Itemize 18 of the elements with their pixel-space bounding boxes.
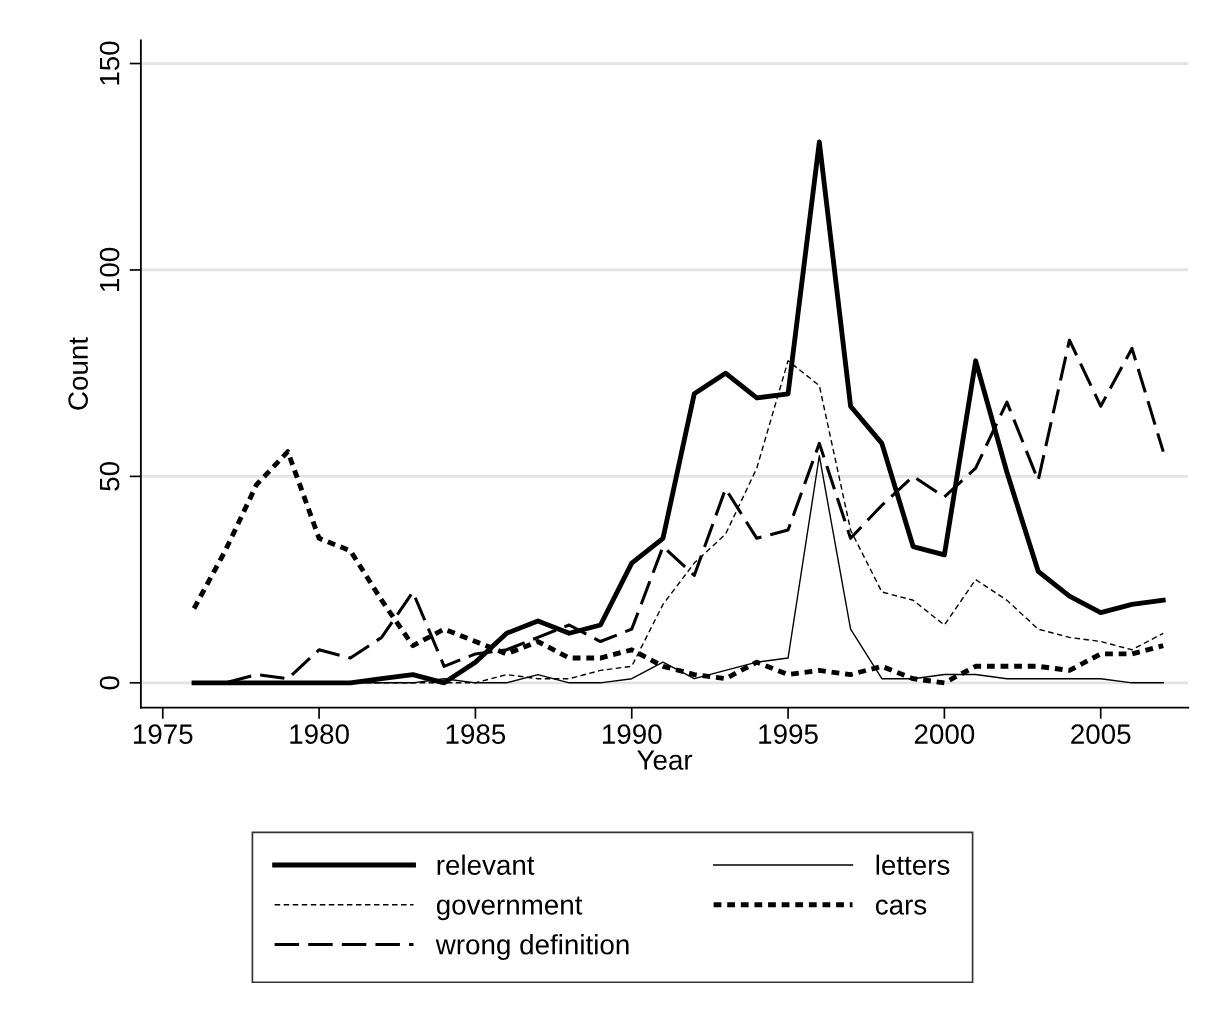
legend-label: wrong definition [435,934,629,961]
x-tick-label: 1985 [446,724,506,744]
x-tick-label: 1975 [133,724,193,744]
x-tick-label: 2005 [1071,724,1131,744]
x-tick-label: 1995 [759,724,818,744]
x-tick-label: 1990 [602,724,662,744]
x-tick-label: 2000 [914,724,975,744]
y-axis-title: Count [68,337,88,410]
y-tick-label: 150 [99,41,120,85]
legend-label: relevant [437,854,535,875]
x-tick-label: 1980 [290,724,349,744]
y-tick-label: 50 [99,462,120,491]
legend-label: cars [875,899,927,915]
legend-label: government [436,896,583,921]
y-tick-label: 100 [99,247,120,292]
legend-label: letters [876,854,950,875]
y-tick-label: 0 [99,676,120,690]
x-axis-title: Year [637,750,693,770]
